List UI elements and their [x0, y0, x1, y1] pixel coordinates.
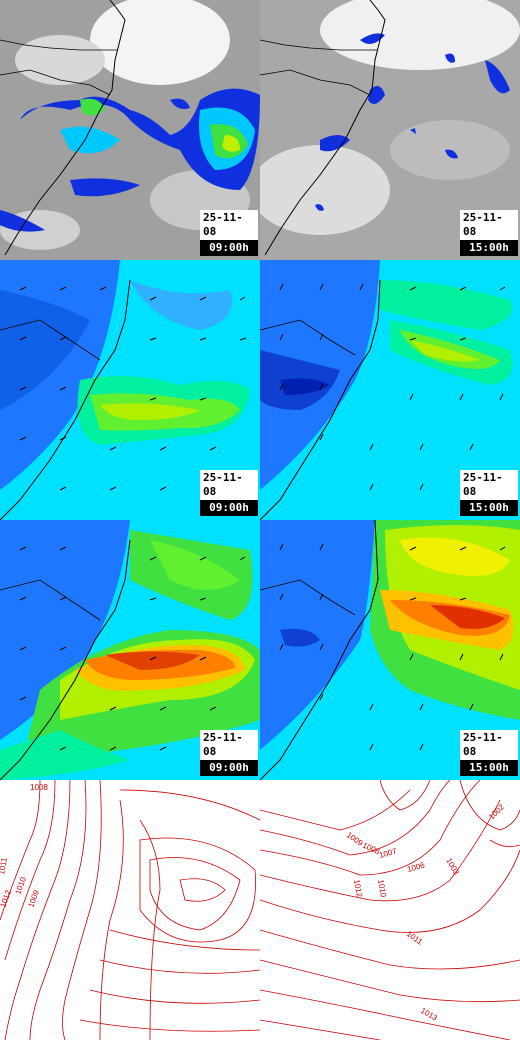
timestamp-badge: 25-11-08 09:00h: [200, 730, 258, 776]
precip-panel-1500: 25-11-08 15:00h: [260, 0, 520, 260]
isobar-label: 1010: [376, 879, 388, 899]
time-label: 15:00h: [460, 760, 518, 776]
precip-map-0900: [0, 0, 260, 260]
isobar-label: 1008: [30, 783, 48, 792]
wind-arrows: [279, 283, 506, 491]
isobar-lines: [260, 780, 520, 1040]
time-label: 15:00h: [460, 500, 518, 516]
date-label: 25-11-08: [460, 470, 518, 500]
isobar-label: 1011: [0, 856, 9, 875]
date-label: 25-11-08: [200, 470, 258, 500]
wind-arrows: [19, 286, 247, 491]
isobar-panel-right: 1002 1009 1008 1007 1006 1003 1012 1010 …: [260, 780, 520, 1040]
time-label: 09:00h: [200, 760, 258, 776]
isobar-map-left: 1008 1011 1010 1012 1009: [0, 780, 260, 1040]
wind-panel-1500-a: 25-11-08 15:00h: [260, 260, 520, 520]
timestamp-badge: 25-11-08 15:00h: [460, 210, 518, 256]
timestamp-badge: 25-11-08 15:00h: [460, 470, 518, 516]
date-label: 25-11-08: [200, 210, 258, 240]
time-label: 09:00h: [200, 240, 258, 256]
wind-arrows: [19, 546, 246, 751]
isobar-label: 1012: [352, 879, 364, 899]
isobar-lines: [0, 780, 260, 1040]
wind-panel-0900-b: 25-11-08 09:00h: [0, 520, 260, 780]
date-label: 25-11-08: [200, 730, 258, 760]
wind-map-1500-b: [260, 520, 520, 780]
timestamp-badge: 25-11-08 09:00h: [200, 210, 258, 256]
wind-map-0900-b: [0, 520, 260, 780]
time-label: 09:00h: [200, 500, 258, 516]
precip-panel-0900: 25-11-08 09:00h: [0, 0, 260, 260]
date-label: 25-11-08: [460, 210, 518, 240]
timestamp-badge: 25-11-08 09:00h: [200, 470, 258, 516]
isobar-map-right: 1002 1009 1008 1007 1006 1003 1012 1010 …: [260, 780, 520, 1040]
isobar-panel-left: 1008 1011 1010 1012 1009: [0, 780, 260, 1040]
wind-panel-1500-b: 25-11-08 15:00h: [260, 520, 520, 780]
date-label: 25-11-08: [460, 730, 518, 760]
time-label: 15:00h: [460, 240, 518, 256]
timestamp-badge: 25-11-08 15:00h: [460, 730, 518, 776]
wind-arrows: [279, 543, 506, 751]
wind-map-0900-a: [0, 260, 260, 520]
wind-panel-0900-a: 25-11-08 09:00h: [0, 260, 260, 520]
